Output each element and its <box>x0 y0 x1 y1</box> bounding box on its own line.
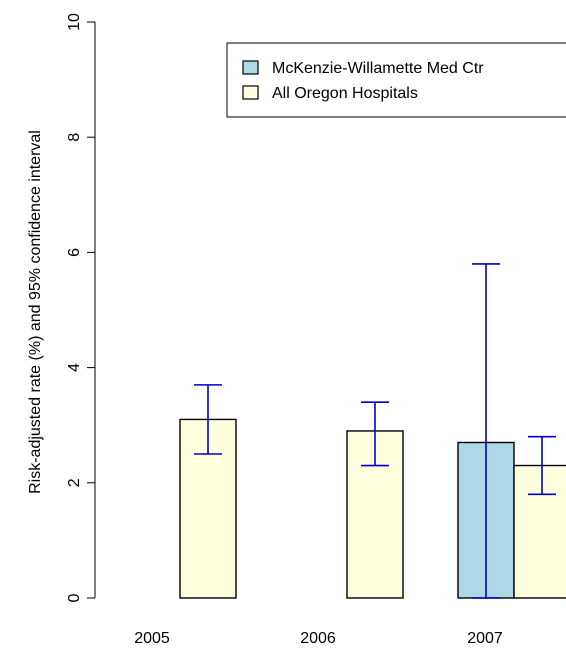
y-axis: 0 2 4 6 8 10 <box>66 13 96 602</box>
y-tick-label: 0 <box>66 593 83 602</box>
y-tick-label: 10 <box>66 13 83 31</box>
bar <box>513 464 566 599</box>
x-tick-label: 2007 <box>467 630 503 647</box>
y-tick-label: 2 <box>66 478 83 487</box>
legend-box <box>226 42 566 118</box>
bars <box>179 418 566 599</box>
x-tick-label: 2006 <box>300 630 336 647</box>
x-tick-label: 2005 <box>134 630 170 647</box>
legend-swatch <box>242 60 259 75</box>
legend: McKenzie-Willamette Med Ctr All Oregon Ho… <box>226 42 566 118</box>
y-tick-label: 8 <box>66 133 83 142</box>
x-tick-labels: 2005 2006 2007 <box>134 630 503 647</box>
y-tick-label: 4 <box>66 363 83 372</box>
legend-label: All Oregon Hospitals <box>272 85 418 102</box>
y-tick-label: 6 <box>66 248 83 257</box>
legend-swatch <box>242 85 259 100</box>
y-axis-label: Risk-adjusted rate (%) and 95% confidenc… <box>27 130 44 494</box>
error-bars <box>194 263 556 599</box>
legend-label: McKenzie-Willamette Med Ctr <box>272 60 484 77</box>
